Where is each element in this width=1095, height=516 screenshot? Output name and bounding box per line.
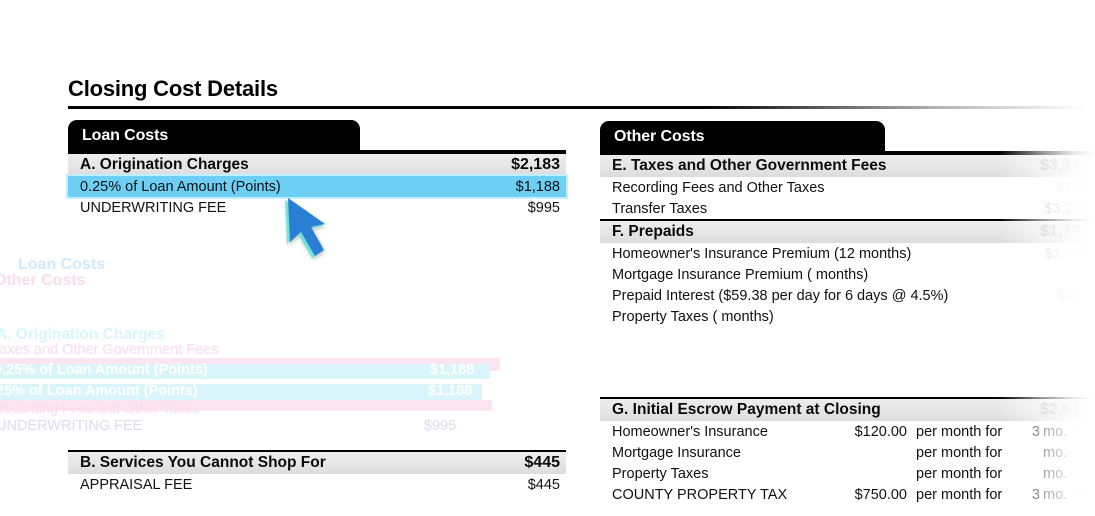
- section-label: G. Initial Escrow Payment at Closing: [612, 401, 881, 418]
- title-divider: [68, 106, 1088, 109]
- table-row[interactable]: COUNTY PROPERTY TAX $750.00 per month fo…: [600, 484, 1095, 505]
- other-costs-tab[interactable]: Other Costs: [600, 121, 885, 153]
- section-header-row: F. Prepaids $1,796: [600, 219, 1095, 243]
- row-per-month-amount: $120.00: [854, 423, 907, 440]
- ghost-band: [0, 384, 482, 400]
- ghost-text: Recording Fees and Other Taxes: [0, 400, 200, 416]
- row-label: Prepaid Interest ($59.38 per day for 6 d…: [612, 287, 949, 304]
- loan-costs-tab-rule: [68, 150, 566, 152]
- loan-costs-tab-label: Loan Costs: [82, 127, 169, 144]
- table-row[interactable]: Recording Fees and Other Taxes $140: [600, 177, 1095, 198]
- ghost-text: 0.25% of Loan Amount (Points): [0, 362, 208, 378]
- row-label: 0.25% of Loan Amount (Points): [80, 178, 281, 195]
- section-amount: $2,183: [511, 156, 560, 173]
- other-costs-rows: E. Taxes and Other Government Fees $3,37…: [600, 153, 1095, 327]
- table-row[interactable]: Homeowner's Insurance $120.00 per month …: [600, 421, 1095, 442]
- row-amount: $445: [527, 476, 560, 493]
- row-per-month-label: per month for: [916, 444, 1003, 461]
- ghost-amount: $995: [424, 418, 457, 434]
- ghost-text: Loan Costs: [18, 256, 106, 273]
- row-amount: $2,250: [1075, 486, 1095, 503]
- section-amount: $445: [524, 454, 560, 471]
- table-row[interactable]: Mortgage Insurance Premium ( months): [600, 264, 1095, 285]
- row-amount: $1,440: [1044, 245, 1089, 262]
- ghost-text: Other Costs: [0, 272, 86, 289]
- row-amount: $995: [527, 199, 560, 216]
- row-amount: $1,188: [515, 178, 560, 195]
- section-amount: $3,372: [1040, 157, 1089, 174]
- table-row[interactable]: Prepaid Interest ($59.38 per day for 6 d…: [600, 285, 1095, 306]
- row-per-month-label: per month for: [916, 423, 1003, 440]
- table-row[interactable]: Transfer Taxes $3,232: [600, 198, 1095, 219]
- row-amount: $356: [1056, 287, 1089, 304]
- row-label: Transfer Taxes: [612, 200, 708, 217]
- section-label: E. Taxes and Other Government Fees: [612, 157, 887, 174]
- row-label: APPRAISAL FEE: [80, 476, 193, 493]
- other-costs-tab-rule: [600, 151, 1095, 153]
- ghost-band: [0, 364, 490, 379]
- loan-costs-tab[interactable]: Loan Costs: [68, 120, 360, 152]
- row-month-unit: mo.: [1043, 465, 1068, 482]
- table-row[interactable]: APPRAISAL FEE $445: [68, 474, 566, 495]
- ghost-band: [0, 358, 500, 371]
- row-month-count: 3: [1031, 423, 1040, 440]
- ghost-text: A. Origination Charges: [0, 326, 165, 343]
- row-label: Property Taxes: [612, 465, 709, 482]
- row-month-unit: mo.: [1043, 444, 1068, 461]
- section-header-row: B. Services You Cannot Shop For $445: [68, 450, 566, 474]
- section-header-row: G. Initial Escrow Payment at Closing $2,…: [600, 397, 1095, 421]
- table-row[interactable]: 0.25% of Loan Amount (Points) $1,188: [68, 176, 566, 197]
- section-amount: $1,796: [1040, 223, 1089, 240]
- row-per-month-label: per month for: [916, 486, 1003, 503]
- row-amount: $3,232: [1044, 200, 1089, 217]
- row-label: Mortgage Insurance Premium ( months): [612, 266, 869, 283]
- row-label: Homeowner's Insurance: [612, 423, 768, 440]
- other-costs-tab-label: Other Costs: [614, 128, 705, 145]
- row-label: Mortgage Insurance: [612, 444, 741, 461]
- section-amount: $2,610: [1040, 401, 1089, 418]
- ghost-text: Taxes and Other Government Fees: [0, 342, 219, 358]
- table-row[interactable]: Property Taxes per month for mo.: [600, 463, 1095, 484]
- other-costs-section-g: G. Initial Escrow Payment at Closing $2,…: [600, 397, 1095, 505]
- row-label: Property Taxes ( months): [612, 308, 774, 325]
- table-row[interactable]: Mortgage Insurance per month for mo.: [600, 442, 1095, 463]
- ghost-amount: $1,188: [428, 383, 473, 399]
- table-row[interactable]: Homeowner's Insurance Premium (12 months…: [600, 243, 1095, 264]
- section-header-row: E. Taxes and Other Government Fees $3,37…: [600, 153, 1095, 177]
- row-amount: $360: [1075, 423, 1095, 440]
- arrow-pointer-icon: [285, 198, 325, 258]
- table-row[interactable]: UNDERWRITING FEE $995: [68, 197, 566, 218]
- row-label: Homeowner's Insurance Premium (12 months…: [612, 245, 912, 262]
- section-header-row: A. Origination Charges $2,183: [68, 152, 566, 176]
- row-month-unit: mo.: [1043, 486, 1068, 503]
- loan-costs-rows: A. Origination Charges $2,183 0.25% of L…: [68, 152, 566, 218]
- ghost-text: UNDERWRITING FEE: [0, 418, 143, 434]
- row-per-month-label: per month for: [916, 465, 1003, 482]
- section-label: A. Origination Charges: [80, 156, 249, 173]
- ghost-text: .25% of Loan Amount (Points): [0, 383, 198, 399]
- row-label: UNDERWRITING FEE: [80, 199, 227, 216]
- row-month-count: 3: [1031, 486, 1040, 503]
- section-label: F. Prepaids: [612, 223, 694, 240]
- section-label: B. Services You Cannot Shop For: [80, 454, 326, 471]
- row-per-month-amount: $750.00: [854, 486, 907, 503]
- page-title: Closing Cost Details: [68, 76, 278, 101]
- row-amount: $140: [1056, 179, 1089, 196]
- loan-costs-section-b: B. Services You Cannot Shop For $445 APP…: [68, 450, 566, 495]
- ghost-band: [0, 400, 492, 411]
- row-label: Recording Fees and Other Taxes: [612, 179, 825, 196]
- row-month-unit: mo.: [1043, 423, 1068, 440]
- row-label: COUNTY PROPERTY TAX: [612, 486, 788, 503]
- table-row[interactable]: Property Taxes ( months): [600, 306, 1095, 327]
- ghost-amount: $1,188: [430, 362, 475, 378]
